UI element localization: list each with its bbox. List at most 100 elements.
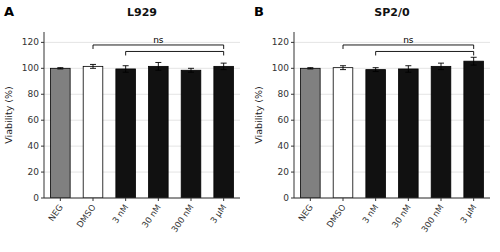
- x-tick: [158, 198, 159, 201]
- error-cap: [221, 63, 227, 64]
- panel: 020406080100120NEGDMSO3 nM30 nM300 nM3 μ…: [253, 4, 490, 234]
- grid-line: [44, 42, 240, 43]
- y-tick-label: 100: [272, 63, 289, 73]
- grid-line: [294, 146, 490, 147]
- error-cap: [340, 65, 346, 66]
- y-axis: [44, 32, 45, 198]
- error-cap: [155, 62, 161, 63]
- error-cap: [438, 63, 444, 64]
- error-stem: [158, 62, 159, 70]
- x-tick-label: 3 nM: [360, 202, 380, 225]
- error-cap: [438, 69, 444, 70]
- error-stem: [223, 63, 224, 69]
- error-bar: [188, 68, 194, 72]
- error-cap: [57, 67, 63, 68]
- x-tick-label: 300 nM: [169, 202, 195, 234]
- error-cap: [405, 72, 411, 73]
- error-stem: [408, 66, 409, 72]
- error-bar: [471, 57, 477, 65]
- x-tick-label: 300 nM: [419, 202, 445, 234]
- x-axis: [294, 198, 490, 199]
- y-tick-label: 20: [28, 167, 40, 177]
- error-cap: [307, 68, 313, 69]
- error-cap: [373, 67, 379, 68]
- panel: 020406080100120NEGDMSO3 nM30 nM300 nM3 μ…: [3, 4, 240, 234]
- x-tick-label: NEG: [46, 202, 65, 223]
- x-tick: [191, 198, 192, 201]
- grid-line: [44, 198, 240, 199]
- grid-line: [294, 94, 490, 95]
- error-cap: [471, 65, 477, 66]
- x-tick-label: 3 μM: [208, 202, 228, 225]
- x-tick: [441, 198, 442, 201]
- error-bar: [307, 68, 313, 69]
- x-tick: [125, 198, 126, 201]
- x-axis: [44, 198, 240, 199]
- y-tick-label: 40: [278, 141, 290, 151]
- bars: [51, 62, 234, 198]
- bars: [301, 57, 484, 198]
- y-axis: [294, 32, 295, 198]
- error-cap: [471, 57, 477, 58]
- y-tick-label: 120: [272, 37, 289, 47]
- error-bar: [90, 64, 96, 68]
- error-stem: [125, 66, 126, 72]
- y-tick-label: 0: [283, 193, 289, 203]
- y-axis-label: Viability (%): [253, 86, 264, 144]
- x-tick: [473, 198, 474, 201]
- y-axis-label: Viability (%): [3, 86, 14, 144]
- grid-line: [294, 198, 490, 199]
- bar: [301, 68, 321, 198]
- title: SP2/0: [374, 6, 410, 19]
- panel-label: A: [4, 4, 14, 19]
- bar: [51, 68, 71, 198]
- x-tick: [343, 198, 344, 201]
- error-cap: [90, 68, 96, 69]
- bar: [431, 66, 451, 198]
- x-tick-label: DMSO: [75, 202, 98, 229]
- bar: [83, 66, 103, 198]
- x-tick-label: 3 nM: [110, 202, 130, 225]
- bracket-label: ns: [403, 35, 414, 45]
- bar: [214, 66, 234, 198]
- y-tick-label: 0: [33, 193, 39, 203]
- error-cap: [57, 68, 63, 69]
- bar: [149, 66, 169, 198]
- chart: 0 20 40 60 80 100 120 NEG DMSO 3 nM 30 nM 300 nM 3 μ…: [0, 0, 500, 252]
- x-tick: [93, 198, 94, 201]
- error-bar: [155, 62, 161, 70]
- error-cap: [155, 70, 161, 71]
- y-tick-label: 60: [28, 115, 40, 125]
- panel-label: B: [254, 4, 264, 19]
- bar: [366, 70, 386, 198]
- y-tick-label: 60: [278, 115, 290, 125]
- error-bar: [123, 66, 129, 72]
- bar: [181, 70, 201, 198]
- bar: [116, 69, 136, 198]
- bracket: [343, 45, 474, 49]
- error-cap: [123, 65, 129, 66]
- error-stem: [191, 68, 192, 72]
- error-cap: [405, 65, 411, 66]
- error-cap: [123, 72, 129, 73]
- error-bar: [405, 66, 411, 72]
- error-cap: [221, 69, 227, 70]
- bracket: [376, 51, 474, 55]
- y-tick-label: 100: [22, 63, 39, 73]
- x-tick: [60, 198, 61, 201]
- error-cap: [373, 71, 379, 72]
- y-tick-label: 120: [22, 37, 39, 47]
- bracket: [93, 45, 224, 49]
- bar: [399, 69, 419, 198]
- x-tick: [408, 198, 409, 201]
- error-bar: [340, 66, 346, 70]
- grid-line: [44, 172, 240, 173]
- bracket: [126, 51, 224, 55]
- grid-line: [44, 68, 240, 69]
- y-tick-label: 80: [278, 89, 290, 99]
- y-tick-label: 80: [28, 89, 40, 99]
- x-tick-label: 30 nM: [390, 202, 413, 229]
- error-bar: [373, 68, 379, 72]
- y-tick-label: 40: [28, 141, 40, 151]
- bar: [333, 68, 353, 198]
